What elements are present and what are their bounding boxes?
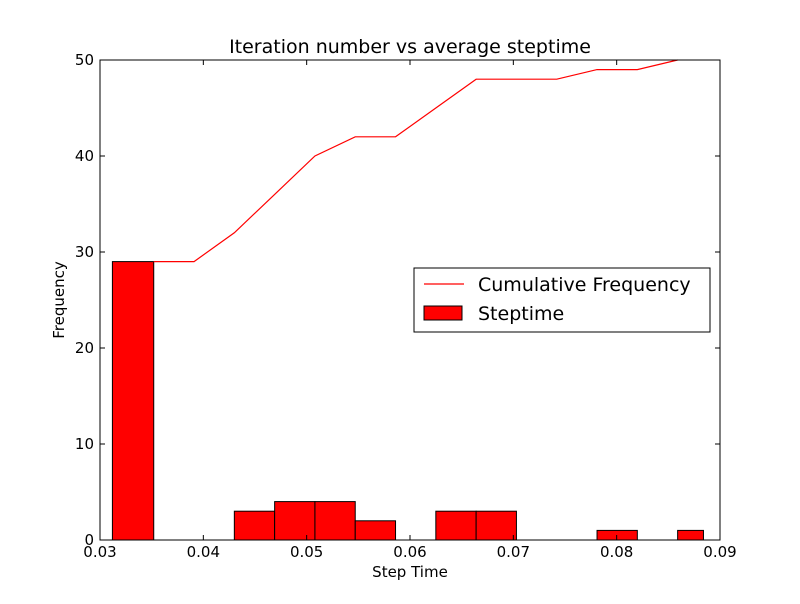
x-tick-label-0: 0.03 [83, 543, 116, 561]
legend: Cumulative Frequency Steptime [413, 267, 711, 333]
x-axis-label: Step Time [372, 563, 448, 581]
ticks-layer: 0.03 0.04 0.05 0.06 0.07 0.08 0.09 0 10 20 30 40 50 [75, 51, 737, 561]
y-tick-label-2: 20 [75, 339, 94, 357]
x-tick-label-1: 0.04 [187, 543, 220, 561]
y-tick-label-3: 30 [75, 243, 94, 261]
histogram-bar-4 [274, 501, 316, 541]
histogram-bar-9 [475, 510, 517, 541]
cumulative-frequency-line [153, 59, 678, 263]
histogram-bar-8 [435, 510, 477, 541]
legend-box [413, 267, 711, 333]
histogram-bar-3 [233, 510, 276, 541]
legend-label-cumulative: Cumulative Frequency [478, 274, 691, 296]
y-tick-label-5: 50 [75, 51, 94, 69]
y-tick-label-4: 40 [75, 147, 94, 165]
histogram-bar-5 [314, 501, 356, 541]
chart-title: Iteration number vs average steptime [229, 36, 591, 58]
x-tick-label-4: 0.07 [497, 543, 530, 561]
plot-layer [111, 59, 704, 541]
x-tick-label-2: 0.05 [290, 543, 323, 561]
legend-bar-swatch [423, 305, 463, 321]
x-tick-label-5: 0.08 [600, 543, 633, 561]
histogram-bar-6 [354, 520, 397, 541]
histogram-bar-14 [677, 529, 704, 541]
y-tick-label-1: 10 [75, 435, 94, 453]
histogram-bar-0 [111, 261, 155, 541]
x-tick-label-6: 0.09 [703, 543, 736, 561]
y-tick-label-0: 0 [84, 531, 94, 549]
legend-label-steptime: Steptime [478, 303, 564, 325]
x-tick-label-3: 0.06 [393, 543, 426, 561]
y-axis-label: Frequency [50, 261, 68, 339]
histogram-bar-12 [596, 529, 638, 541]
